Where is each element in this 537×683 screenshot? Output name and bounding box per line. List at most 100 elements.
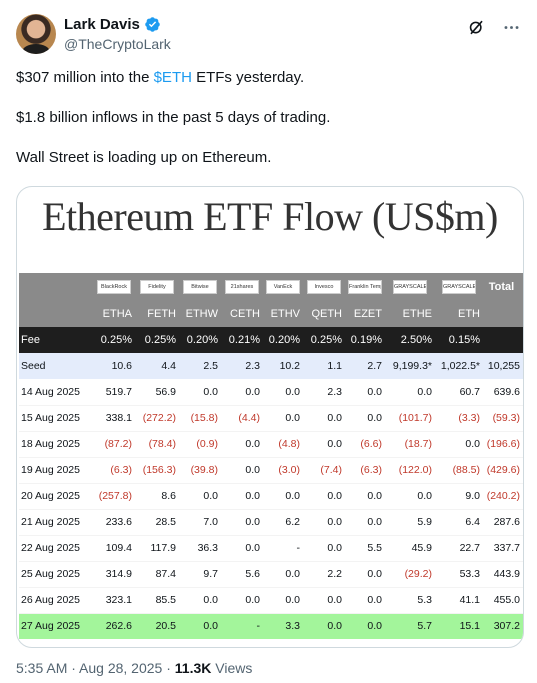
value-cell: 0.0 xyxy=(221,457,263,484)
value-cell: 87.4 xyxy=(135,561,179,588)
value-cell: (101.7) xyxy=(385,405,435,432)
value-cell: 639.6 xyxy=(483,379,523,406)
ticker-cell: FETH xyxy=(135,301,179,327)
value-cell: 337.7 xyxy=(483,535,523,562)
issuer-logo: Franklin Templeton xyxy=(348,280,382,294)
timestamp[interactable]: 5:35 AM · Aug 28, 2025 · xyxy=(16,660,175,676)
total-header: Total xyxy=(483,273,523,301)
row-label: Fee xyxy=(19,327,93,353)
value-cell: (4.4) xyxy=(221,405,263,432)
row-label: 18 Aug 2025 xyxy=(19,431,93,458)
value-cell: 10,255 xyxy=(483,353,523,379)
value-cell: 0.0 xyxy=(221,483,263,510)
value-cell: 36.3 xyxy=(179,535,221,562)
value-cell: 10.2 xyxy=(263,353,303,379)
image-title: Ethereum ETF Flow (US$m) xyxy=(42,194,498,239)
value-cell: 307.2 xyxy=(483,613,523,639)
value-cell: 0.20% xyxy=(179,327,221,353)
table-row: 19 Aug 2025 (6.3) (156.3) (39.8) 0.0 (3.0) (7.… xyxy=(19,457,523,484)
views-count: 11.3K xyxy=(174,660,212,676)
value-cell: 15.1 xyxy=(435,613,483,639)
avatar[interactable] xyxy=(16,14,56,54)
value-cell: 0.0 xyxy=(263,483,303,510)
value-cell: 117.9 xyxy=(135,535,179,562)
value-cell: - xyxy=(263,535,303,562)
highlighted-row: 27 Aug 2025 262.6 20.5 0.0-3.3 0.0 0.0 5.7 15.1… xyxy=(19,613,523,639)
row-label: 19 Aug 2025 xyxy=(19,457,93,484)
table-row: 25 Aug 2025 314.9 87.4 9.7 5.6 0.0 2.2 0.0 (29.2… xyxy=(19,561,523,588)
issuer-logo: BlackRock xyxy=(97,280,131,294)
ticker-cell: ETHV xyxy=(263,301,303,327)
table-row: 20 Aug 2025 (257.8) 8.6 0.0 0.0 0.0 0.0 0.0 0.0 9… xyxy=(19,483,523,510)
value-cell: 6.4 xyxy=(435,509,483,536)
value-cell: 0.0 xyxy=(179,379,221,406)
value-cell: 262.6 xyxy=(93,613,135,639)
issuer-logo-cell: GRAYSCALE xyxy=(435,273,483,301)
value-cell: 2.7 xyxy=(345,353,385,379)
value-cell: (240.2) xyxy=(483,483,523,510)
value-cell: - xyxy=(221,613,263,639)
grok-icon[interactable] xyxy=(467,18,486,37)
value-cell: 0.25% xyxy=(303,327,345,353)
value-cell: 0.0 xyxy=(345,561,385,588)
cashtag-link[interactable]: $ETH xyxy=(153,69,192,86)
value-cell: (156.3) xyxy=(135,457,179,484)
value-cell: 0.0 xyxy=(221,379,263,406)
value-cell: 0.0 xyxy=(303,587,345,614)
value-cell: 1.1 xyxy=(303,353,345,379)
ticker-cell: ETHW xyxy=(179,301,221,327)
ticker-cell: QETH xyxy=(303,301,345,327)
value-cell: (18.7) xyxy=(385,431,435,458)
verified-badge-icon xyxy=(145,17,160,32)
row-label: 27 Aug 2025 xyxy=(19,613,93,639)
value-cell: 0.0 xyxy=(345,379,385,406)
display-name[interactable]: Lark Davis xyxy=(64,16,140,33)
value-cell: 0.15% xyxy=(435,327,483,353)
value-cell: 109.4 xyxy=(93,535,135,562)
row-label: 25 Aug 2025 xyxy=(19,561,93,588)
value-cell: 0.0 xyxy=(263,405,303,432)
issuer-logo: Bitwise xyxy=(183,280,217,294)
value-cell: 1,022.5* xyxy=(435,353,483,379)
issuer-logo: GRAYSCALE xyxy=(393,280,427,294)
value-cell: 287.6 xyxy=(483,509,523,536)
value-cell: 5.9 xyxy=(385,509,435,536)
more-icon[interactable] xyxy=(502,18,521,37)
value-cell: 0.20% xyxy=(263,327,303,353)
value-cell: 338.1 xyxy=(93,405,135,432)
value-cell: (29.2) xyxy=(385,561,435,588)
value-cell: 9.0 xyxy=(435,483,483,510)
value-cell: 0.0 xyxy=(221,535,263,562)
tweet-header: Lark Davis @TheCryptoLark xyxy=(16,14,521,58)
value-cell: 4.4 xyxy=(135,353,179,379)
value-cell: 9.7 xyxy=(179,561,221,588)
value-cell: 0.0 xyxy=(345,613,385,639)
value-cell: 0.0 xyxy=(303,509,345,536)
value-cell: 455.0 xyxy=(483,587,523,614)
value-cell: 314.9 xyxy=(93,561,135,588)
value-cell: 519.7 xyxy=(93,379,135,406)
value-cell: (78.4) xyxy=(135,431,179,458)
value-cell: 6.2 xyxy=(263,509,303,536)
ticker-cell: EZET xyxy=(345,301,385,327)
value-cell: (39.8) xyxy=(179,457,221,484)
value-cell: 0.0 xyxy=(263,379,303,406)
value-cell: (3.3) xyxy=(435,405,483,432)
value-cell: 443.9 xyxy=(483,561,523,588)
value-cell: 0.0 xyxy=(303,483,345,510)
value-cell: 0.0 xyxy=(221,587,263,614)
issuer-logo-cell: Invesco xyxy=(303,273,345,301)
value-cell: 56.9 xyxy=(135,379,179,406)
etf-flow-table: BlackRock Fidelity Bitwise 21shares VanEck In… xyxy=(19,273,523,639)
value-cell: 0.0 xyxy=(179,613,221,639)
value-cell: (4.8) xyxy=(263,431,303,458)
value-cell: 45.9 xyxy=(385,535,435,562)
table-row: 26 Aug 2025 323.1 85.5 0.0 0.0 0.0 0.0 0.0 5.3 41… xyxy=(19,587,523,614)
value-cell: (6.3) xyxy=(93,457,135,484)
ticker-cell: CETH xyxy=(221,301,263,327)
table-row: 14 Aug 2025 519.7 56.9 0.0 0.0 0.0 2.3 0.0 0.0 60… xyxy=(19,379,523,406)
issuer-logo: GRAYSCALE xyxy=(442,280,476,294)
tweet-image[interactable]: Ethereum ETF Flow (US$m) BlackRock Fideli… xyxy=(16,186,524,648)
ticker-cell: ETHE xyxy=(385,301,435,327)
handle[interactable]: @TheCryptoLark xyxy=(64,36,171,52)
